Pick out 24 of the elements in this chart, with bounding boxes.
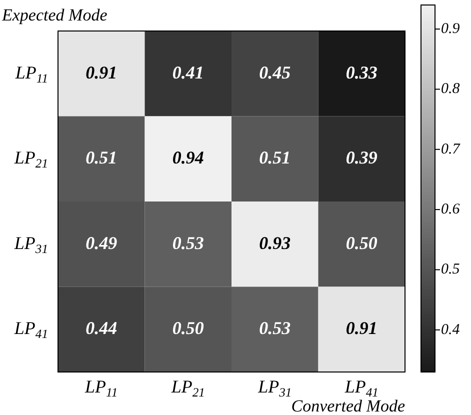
data-label: 0.53 xyxy=(259,318,291,338)
color-bar-label: 0.4 xyxy=(441,322,460,338)
color-bar-label: 0.8 xyxy=(441,81,460,98)
color-bar-label: 0.7 xyxy=(441,141,462,158)
data-label: 0.49 xyxy=(86,232,118,253)
color-bar-label: 0.9 xyxy=(441,21,460,38)
data-label: 0.94 xyxy=(172,148,204,168)
data-label: 0.93 xyxy=(259,232,291,253)
data-label: 0.39 xyxy=(346,148,378,168)
y-axis-title: Expected Mode xyxy=(1,5,108,24)
x-axis-title: Converted Mode xyxy=(291,396,406,415)
data-label: 0.45 xyxy=(259,62,291,82)
data-label: 0.51 xyxy=(259,148,291,168)
color-bar-label: 0.6 xyxy=(441,201,460,218)
data-label: 0.91 xyxy=(346,318,378,338)
data-label: 0.50 xyxy=(346,232,378,253)
data-label: 0.33 xyxy=(346,62,378,82)
data-label: 0.41 xyxy=(172,62,204,82)
data-label: 0.44 xyxy=(86,318,118,338)
data-label: 0.53 xyxy=(172,232,204,253)
data-label: 0.91 xyxy=(86,62,118,82)
color-bar-label: 0.5 xyxy=(441,262,460,278)
data-label: 0.51 xyxy=(86,148,118,168)
data-label: 0.50 xyxy=(172,318,204,338)
